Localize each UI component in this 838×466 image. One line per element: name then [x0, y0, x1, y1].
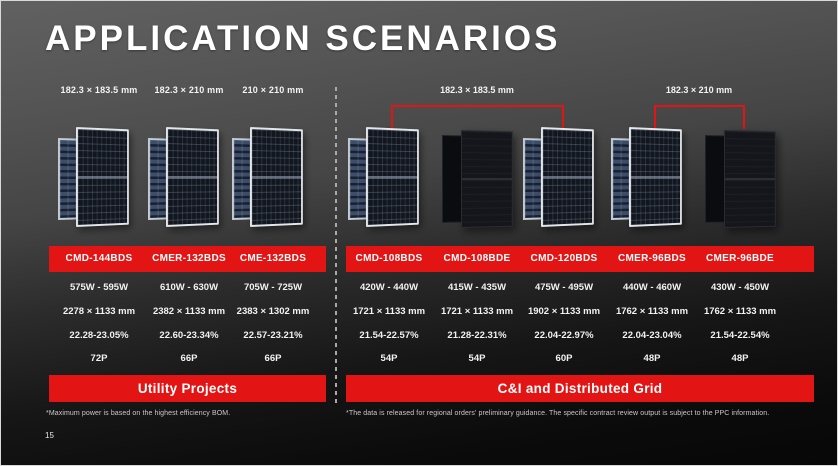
cell-count: 48P: [643, 353, 661, 364]
power-range: 430W - 450W: [710, 282, 770, 293]
panel-front-side: [250, 127, 303, 227]
cell-count: 66P: [180, 353, 198, 364]
efficiency-range: 22.60-23.34%: [159, 330, 219, 341]
model-name: CMER-96BDE: [705, 253, 774, 264]
module-dimensions: 1721 × 1133 mm: [440, 306, 514, 317]
module-dimensions: 2278 × 1133 mm: [62, 306, 136, 317]
model-name: CMER-96BDS: [617, 253, 686, 264]
model-header-bar-right: [346, 246, 814, 272]
solar-panel-image: [146, 125, 234, 237]
efficiency-range: 22.28-23.05%: [69, 330, 129, 341]
efficiency-range: 22.04-22.97%: [534, 330, 594, 341]
module-dimensions: 2383 × 1302 mm: [236, 306, 310, 317]
module-dimensions: 1762 × 1133 mm: [703, 306, 777, 317]
product-column-cmer-132bds: 182.3 × 210 mm CMER-132BDS 610W - 630W 2…: [144, 1, 234, 465]
solar-panel-image: [56, 125, 144, 237]
cell-size-label: 210 × 210 mm: [242, 85, 304, 95]
product-column-cmd-108bde: CMD-108BDE 415W - 435W 1721 × 1133 mm 21…: [432, 1, 522, 465]
size-bracket-210: [654, 105, 745, 129]
power-range: 610W - 630W: [159, 282, 219, 293]
solar-panel-image: [521, 125, 609, 237]
panel-front-side: [76, 127, 129, 227]
panel-front-side: [541, 127, 594, 227]
cell-count: 48P: [731, 353, 749, 364]
solar-panel-image: [230, 125, 318, 237]
efficiency-range: 21.54-22.54%: [710, 330, 770, 341]
cell-count: 60P: [555, 353, 573, 364]
solar-panel-image: [609, 125, 697, 237]
panel-front-side: [461, 130, 513, 228]
efficiency-range: 22.57-23.21%: [243, 330, 303, 341]
panel-front-side: [366, 127, 419, 227]
model-name: CMD-108BDE: [443, 253, 511, 264]
application-bar-ci-grid: C&I and Distributed Grid: [346, 375, 814, 402]
efficiency-range: 21.54-22.57%: [359, 330, 419, 341]
model-name: CMD-144BDS: [65, 253, 133, 264]
model-header-bar-left: [49, 246, 326, 272]
product-column-cmer-96bds: CMER-96BDS 440W - 460W 1762 × 1133 mm 22…: [607, 1, 697, 465]
model-name: CME-132BDS: [239, 253, 307, 264]
efficiency-range: 22.04-23.04%: [622, 330, 682, 341]
page-title: APPLICATION SCENARIOS: [45, 19, 561, 58]
panel-front-side: [724, 130, 776, 228]
module-dimensions: 1762 × 1133 mm: [615, 306, 689, 317]
module-dimensions: 1721 × 1133 mm: [352, 306, 426, 317]
cell-count: 54P: [380, 353, 398, 364]
application-bar-utility: Utility Projects: [49, 375, 326, 402]
solar-panel-image: [434, 125, 522, 237]
panel-front-side: [629, 127, 682, 227]
panel-front-side: [166, 127, 219, 227]
bracket-label-183: 182.3 × 183.5 mm: [440, 85, 514, 95]
power-range: 705W - 725W: [243, 282, 303, 293]
model-name: CMD-120BDS: [530, 253, 598, 264]
efficiency-range: 21.28-22.31%: [447, 330, 507, 341]
solar-panel-image: [697, 125, 785, 237]
power-range: 420W - 440W: [359, 282, 419, 293]
size-bracket-183: [391, 105, 564, 129]
power-range: 415W - 435W: [447, 282, 507, 293]
product-column-cmer-96bde: CMER-96BDE 430W - 450W 1762 × 1133 mm 21…: [695, 1, 785, 465]
power-range: 575W - 595W: [69, 282, 129, 293]
module-dimensions: 2382 × 1133 mm: [152, 306, 226, 317]
footnote-left: *Maximum power is based on the highest e…: [46, 410, 231, 417]
product-column-cmd-108bds: CMD-108BDS 420W - 440W 1721 × 1133 mm 21…: [344, 1, 434, 465]
cell-count: 72P: [90, 353, 108, 364]
product-column-cmd-120bds: CMD-120BDS 475W - 495W 1902 × 1133 mm 22…: [519, 1, 609, 465]
product-column-cmd-144bds: 182.3 × 183.5 mm CMD-144BDS 575W - 595W …: [54, 1, 144, 465]
model-name: CMD-108BDS: [355, 253, 423, 264]
bracket-label-210: 182.3 × 210 mm: [665, 85, 733, 95]
cell-count: 54P: [468, 353, 486, 364]
power-range: 440W - 460W: [622, 282, 682, 293]
power-range: 475W - 495W: [534, 282, 594, 293]
model-name: CMER-132BDS: [152, 253, 226, 264]
module-dimensions: 1902 × 1133 mm: [527, 306, 601, 317]
footnote-right: *The data is released for regional order…: [346, 410, 770, 417]
cell-size-label: 182.3 × 183.5 mm: [60, 85, 138, 95]
product-column-cme-132bds: 210 × 210 mm CME-132BDS 705W - 725W 2383…: [228, 1, 318, 465]
solar-panel-image: [346, 125, 434, 237]
cell-count: 66P: [264, 353, 282, 364]
cell-size-label: 182.3 × 210 mm: [154, 85, 224, 95]
section-divider: [335, 87, 337, 403]
page-number: 15: [45, 431, 54, 440]
